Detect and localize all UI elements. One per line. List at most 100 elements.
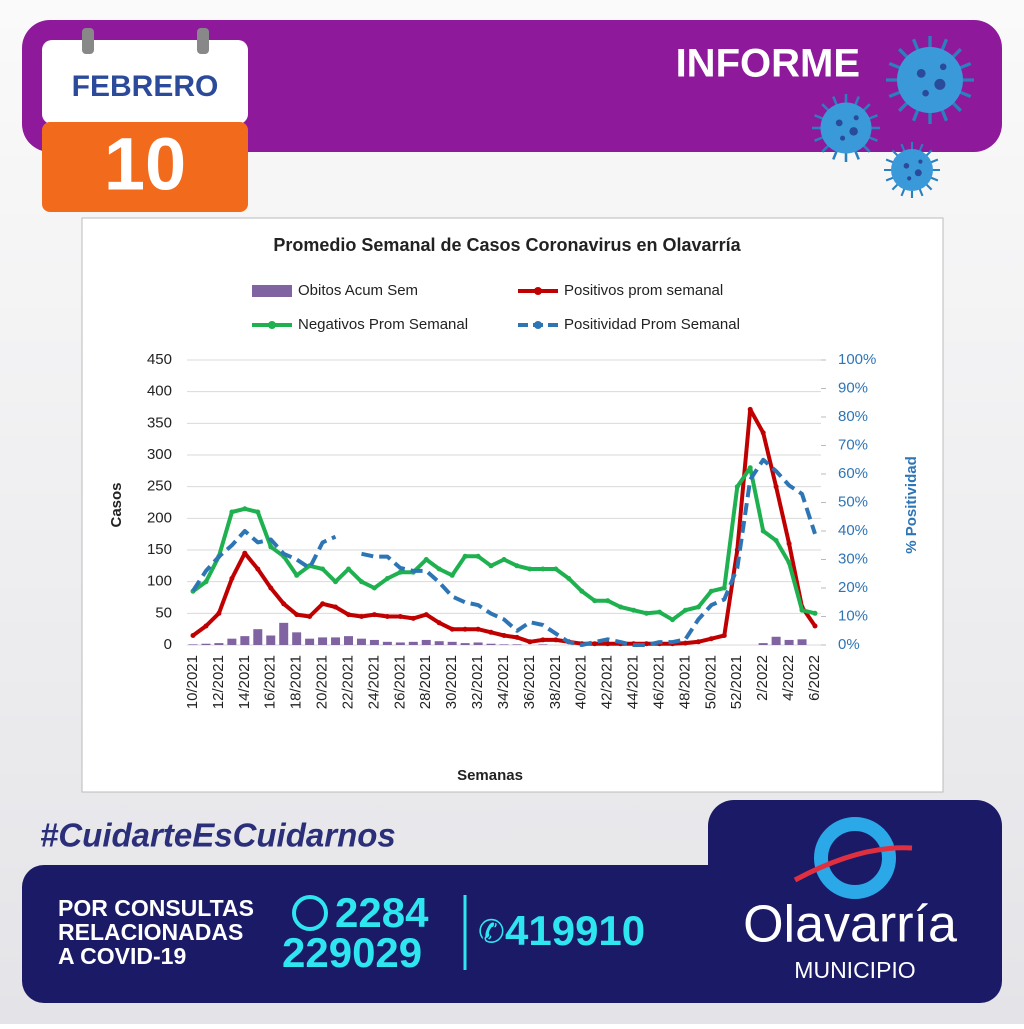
logo-text: Olavarría bbox=[743, 896, 957, 954]
bar bbox=[344, 636, 353, 645]
bar bbox=[771, 636, 781, 645]
y2-tick-label: 90% bbox=[838, 379, 868, 396]
calendar-top bbox=[42, 40, 248, 124]
bar bbox=[266, 635, 276, 645]
phone-number: 419910 bbox=[505, 907, 645, 954]
bar bbox=[382, 641, 392, 645]
whatsapp-number: 229029 bbox=[282, 929, 422, 976]
legend-dot bbox=[534, 321, 542, 329]
y2-tick-label: 100% bbox=[838, 351, 876, 368]
y2-tick-label: 20% bbox=[838, 579, 868, 596]
x-tick-label: 20/2021 bbox=[314, 655, 331, 709]
x-axis-title: Semanas bbox=[457, 767, 523, 784]
bar bbox=[331, 637, 341, 645]
bar bbox=[538, 644, 548, 645]
x-tick-label: 50/2021 bbox=[702, 655, 719, 709]
x-tick-label: 28/2021 bbox=[417, 655, 434, 709]
bar bbox=[395, 642, 405, 645]
y-tick-label: 50 bbox=[155, 604, 172, 621]
x-tick-label: 42/2021 bbox=[599, 655, 616, 709]
x-tick-label: 52/2021 bbox=[728, 655, 745, 709]
bar bbox=[434, 641, 444, 645]
whatsapp-icon bbox=[292, 895, 328, 931]
header-band bbox=[22, 20, 1002, 152]
x-tick-label: 32/2021 bbox=[469, 655, 486, 709]
bar bbox=[279, 622, 289, 645]
y-axis-title: Casos bbox=[108, 482, 125, 527]
x-tick-label: 6/2022 bbox=[806, 655, 823, 701]
x-tick-label: 10/2021 bbox=[184, 655, 201, 709]
bar bbox=[356, 638, 366, 645]
bar bbox=[512, 644, 522, 645]
y-tick-label: 250 bbox=[147, 478, 172, 495]
plot: 0 50 100 150 200 250 300 350 400 450 0% 10% 20% 30% 40… bbox=[147, 282, 876, 709]
footer-line: RELACIONADAS bbox=[58, 919, 243, 945]
footer-line: POR CONSULTAS bbox=[58, 895, 254, 921]
whatsapp-number: 2284 bbox=[335, 889, 429, 936]
y-tick-label: 0 bbox=[164, 636, 172, 653]
bar bbox=[421, 639, 431, 645]
x-tick-label: 22/2021 bbox=[339, 655, 356, 709]
virus-icon bbox=[882, 140, 942, 200]
x-tick-label: 26/2021 bbox=[391, 655, 408, 709]
bar bbox=[214, 643, 224, 645]
legend-dot bbox=[534, 287, 542, 295]
logo-subtext: MUNICIPIO bbox=[794, 957, 915, 983]
logo-emblem bbox=[814, 817, 896, 899]
phone-icon: ✆ bbox=[478, 913, 505, 949]
line bbox=[190, 465, 818, 623]
bar bbox=[227, 638, 237, 645]
y2-tick-label: 80% bbox=[838, 408, 868, 425]
line bbox=[191, 457, 817, 647]
bar bbox=[240, 636, 250, 645]
bar bbox=[188, 644, 198, 645]
calendar-ring bbox=[82, 28, 94, 54]
bar bbox=[305, 638, 315, 645]
bar bbox=[408, 641, 418, 645]
x-tick-label: 12/2021 bbox=[210, 655, 227, 709]
y-tick-label: 450 bbox=[147, 351, 172, 368]
x-tick-label: 40/2021 bbox=[573, 655, 590, 709]
x-tick-label: 48/2021 bbox=[676, 655, 693, 709]
bar bbox=[797, 639, 807, 645]
y2-tick-label: 70% bbox=[838, 436, 868, 453]
legend-dot bbox=[268, 321, 276, 329]
calendar-ring bbox=[197, 28, 209, 54]
bar bbox=[318, 637, 328, 645]
y-tick-label: 200 bbox=[147, 509, 172, 526]
logo-box bbox=[708, 800, 1002, 1003]
x-tick-label: 24/2021 bbox=[365, 655, 382, 709]
y-tick-label: 350 bbox=[147, 414, 172, 431]
y-tick-label: 300 bbox=[147, 446, 172, 463]
x-tick-label: 18/2021 bbox=[288, 655, 305, 709]
legend-swatch bbox=[252, 285, 292, 297]
legend-label: Negativos Prom Semanal bbox=[298, 316, 468, 333]
legend-label: Positivos prom semanal bbox=[564, 282, 723, 299]
virus-icon bbox=[810, 92, 882, 164]
bar bbox=[369, 639, 379, 645]
x-tick-label: 36/2021 bbox=[521, 655, 538, 709]
x-tick-label: 34/2021 bbox=[495, 655, 512, 709]
bar bbox=[758, 643, 768, 645]
x-tick-label: 38/2021 bbox=[547, 655, 564, 709]
y2-tick-label: 0% bbox=[838, 636, 860, 653]
x-tick-label: 4/2022 bbox=[780, 655, 797, 701]
y2-axis-title: % Positividad bbox=[903, 456, 920, 554]
bar bbox=[447, 641, 457, 645]
bar bbox=[784, 639, 794, 645]
logo-swoosh bbox=[793, 845, 913, 883]
bar bbox=[473, 642, 483, 645]
calendar-day: 10 bbox=[104, 123, 186, 206]
legend-label: Obitos Acum Sem bbox=[298, 282, 418, 299]
y2-tick-label: 10% bbox=[838, 607, 868, 624]
bar bbox=[499, 644, 509, 645]
x-tick-label: 30/2021 bbox=[443, 655, 460, 709]
y2-tick-label: 50% bbox=[838, 493, 868, 510]
y-tick-label: 400 bbox=[147, 383, 172, 400]
bar bbox=[486, 643, 496, 645]
calendar-month: FEBRERO bbox=[72, 70, 219, 103]
x-tick-label: 16/2021 bbox=[262, 655, 279, 709]
bar bbox=[201, 643, 211, 645]
y2-tick-label: 30% bbox=[838, 550, 868, 567]
y2-tick-label: 40% bbox=[838, 522, 868, 539]
